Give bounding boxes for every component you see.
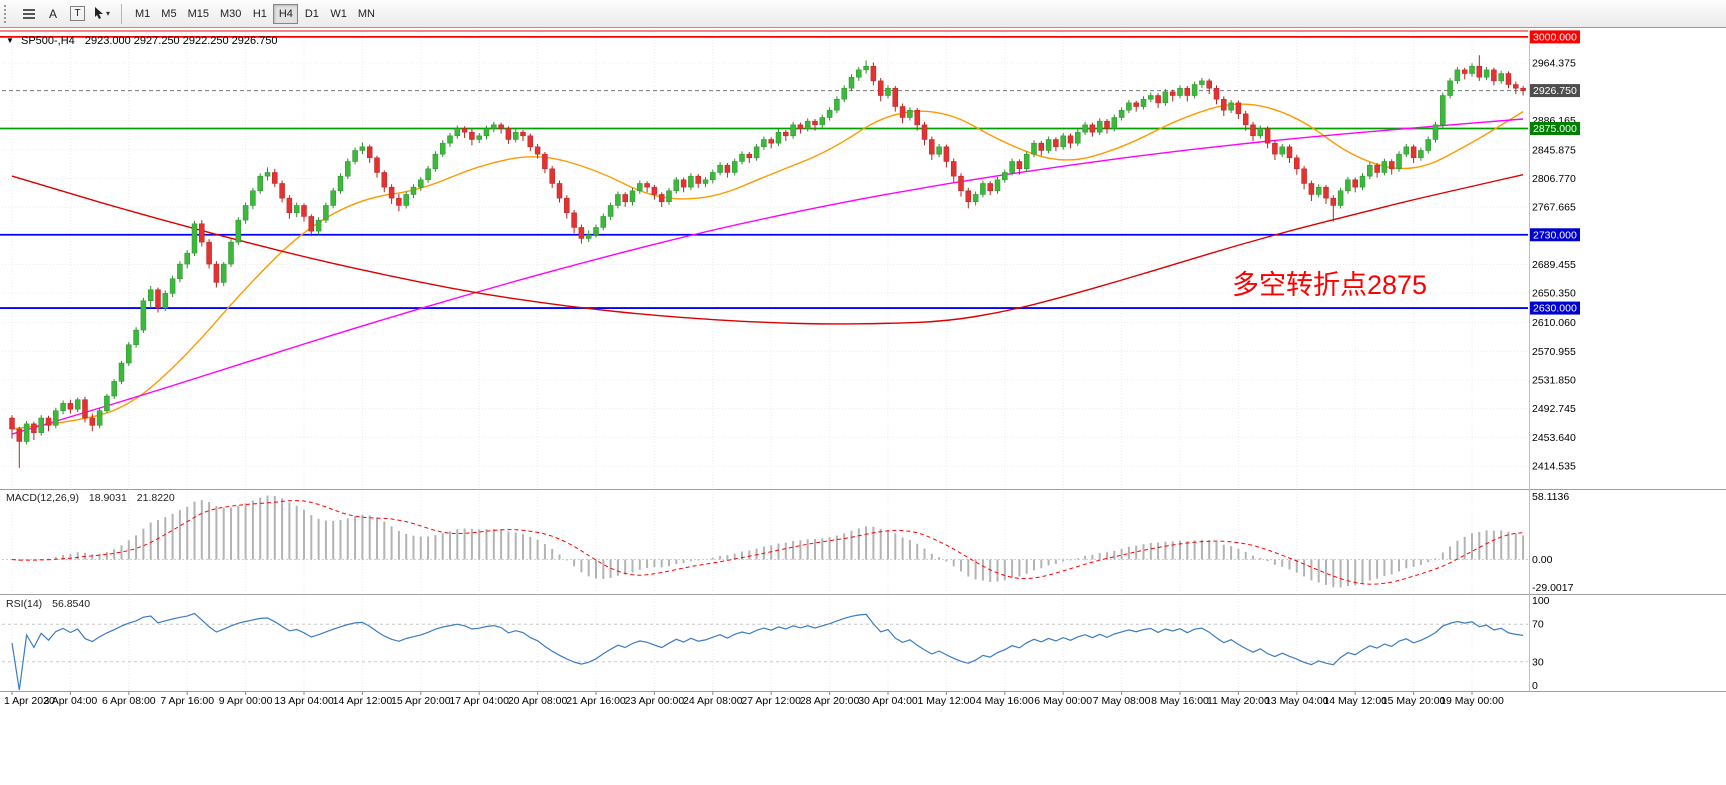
timeframe-button-group: M1 M5 M15 M30 H1 H4 D1 W1 MN	[130, 3, 380, 24]
timeframe-button-m1[interactable]: M1	[130, 4, 155, 24]
pointer-cursor-icon	[95, 7, 103, 19]
price-axis-label: 2964.375	[1532, 58, 1576, 70]
annotation-text: 多空转折点2875	[1232, 270, 1428, 300]
macd-value-main: 18.9031	[88, 492, 127, 504]
time-axis-label: 30 Apr 04:00	[858, 695, 918, 707]
rsi-axis-label: 30	[1532, 656, 1544, 668]
indicator-panels	[2, 495, 1528, 691]
level-lines	[0, 30, 1528, 309]
price-axis-label: 2492.745	[1532, 403, 1576, 415]
time-axis-label: 7 Apr 16:00	[160, 695, 214, 707]
price-level-label: 2630.000	[1533, 303, 1577, 315]
price-axis-label: 2767.665	[1532, 202, 1576, 214]
time-axis-label: 20 Apr 08:00	[508, 695, 568, 707]
timeframe-button-mn[interactable]: MN	[353, 4, 380, 24]
time-axis-label: 6 May 00:00	[1034, 695, 1092, 707]
chart-list-button[interactable]	[18, 3, 40, 25]
macd-axis-label: -29.0017	[1532, 582, 1574, 594]
time-axis-label: 24 Apr 08:00	[683, 695, 743, 707]
time-axis-label: 3 Apr 04:00	[44, 695, 98, 707]
toolbar-grip-handle[interactable]	[4, 4, 11, 23]
macd-axis-label: 58.1136	[1532, 491, 1569, 503]
rsi-line	[11, 612, 1524, 691]
ohlc-values: 2923.000 2927.250 2922.250 2926.750	[84, 35, 278, 47]
time-axis-label: 15 May 20:00	[1382, 695, 1446, 707]
price-axis-label: 2689.455	[1532, 259, 1576, 271]
time-axis-label: 1 May 12:00	[918, 695, 976, 707]
price-level-label: 2730.000	[1533, 229, 1577, 241]
text-label-tool-button[interactable]: A	[42, 3, 64, 25]
macd-header: MACD(12,26,9) 18.9031 21.8220	[6, 492, 175, 504]
price-axis-label: 2650.350	[1532, 288, 1576, 300]
rsi-value: 56.8540	[52, 598, 91, 610]
moving-averages	[11, 103, 1524, 435]
macd-title: MACD(12,26,9)	[6, 492, 79, 504]
time-axis-label: 28 Apr 20:00	[800, 695, 860, 707]
time-axis-label: 15 Apr 20:00	[391, 695, 451, 707]
medium-ma	[11, 118, 1524, 435]
time-axis-label: 21 Apr 16:00	[566, 695, 626, 707]
time-axis-label: 19 May 00:00	[1440, 695, 1504, 707]
price-axis: 2964.3752886.1652845.8752806.7702767.665…	[1530, 30, 1580, 692]
text-box-tool-button[interactable]: T	[70, 6, 85, 21]
time-axis-label: 17 Apr 04:00	[449, 695, 509, 707]
time-axis-label: 27 Apr 12:00	[741, 695, 801, 707]
price-axis-label: 2414.535	[1532, 460, 1576, 472]
time-axis-label: 14 Apr 12:00	[333, 695, 393, 707]
price-axis-label: 2531.850	[1532, 375, 1576, 387]
symbol-period-label: SP500-,H4	[20, 35, 75, 47]
timeframe-button-h4[interactable]: H4	[273, 3, 299, 24]
price-level-label: 3000.000	[1533, 31, 1577, 43]
timeframe-button-m5[interactable]: M5	[156, 4, 181, 24]
rsi-axis-label: 70	[1532, 619, 1544, 631]
timeframe-button-d1[interactable]: D1	[299, 4, 324, 24]
macd-signal-line	[11, 500, 1524, 585]
timeframe-button-w1[interactable]: W1	[325, 4, 352, 24]
pointer-tool-button[interactable]: ▾	[91, 3, 113, 25]
time-axis-label: 13 Apr 04:00	[274, 695, 334, 707]
rsi-axis-label: 0	[1532, 680, 1538, 692]
rsi-axis-label: 100	[1532, 595, 1550, 607]
panel-separators	[0, 31, 1726, 692]
chart-symbol-header: ▼ SP500-,H4 2923.000 2927.250 2922.250 2…	[6, 35, 278, 47]
time-axis-label: 4 May 16:00	[976, 695, 1034, 707]
timeframe-button-h1[interactable]: H1	[247, 4, 272, 24]
current-price-label: 2926.750	[1533, 85, 1577, 97]
gridlines	[2, 31, 1528, 690]
time-axis-label: 23 Apr 00:00	[625, 695, 685, 707]
timeframe-button-m30[interactable]: M30	[215, 4, 246, 24]
macd-axis-label: 0.00	[1532, 554, 1553, 566]
time-axis-label: 6 Apr 08:00	[102, 695, 156, 707]
price-axis-label: 2610.060	[1532, 317, 1576, 329]
price-level-label: 2875.000	[1533, 123, 1577, 135]
price-axis-label: 2453.640	[1532, 432, 1576, 444]
chart-list-icon	[22, 9, 35, 19]
timeframe-button-m15[interactable]: M15	[183, 4, 214, 24]
price-axis-label: 2570.955	[1532, 346, 1576, 358]
time-axis-label: 8 May 16:00	[1151, 695, 1209, 707]
toolbar-separator	[121, 3, 123, 24]
fast-ma	[11, 103, 1524, 430]
price-axis-label: 2806.770	[1532, 173, 1576, 185]
rsi-header: RSI(14) 56.8540	[6, 598, 90, 610]
time-axis-label: 13 May 04:00	[1265, 695, 1329, 707]
dropdown-arrow-icon: ▾	[106, 9, 111, 18]
time-axis-label: 7 May 08:00	[1093, 695, 1151, 707]
slow-ma	[11, 174, 1524, 325]
collapse-arrow-icon[interactable]: ▼	[6, 36, 14, 45]
toolbar: A T ▾ M1 M5 M15 M30 H1 H4 D1 W1 MN	[0, 0, 1726, 28]
candles	[9, 55, 1526, 468]
rsi-title: RSI(14)	[6, 598, 43, 610]
time-axis-label: 11 May 20:00	[1207, 695, 1270, 707]
time-axis-label: 1 Apr 2020	[4, 695, 55, 707]
time-axis-label: 9 Apr 00:00	[219, 695, 273, 707]
time-axis-label: 14 May 12:00	[1323, 695, 1387, 707]
price-axis-label: 2845.875	[1532, 144, 1576, 156]
macd-value-signal: 21.8220	[136, 492, 175, 504]
